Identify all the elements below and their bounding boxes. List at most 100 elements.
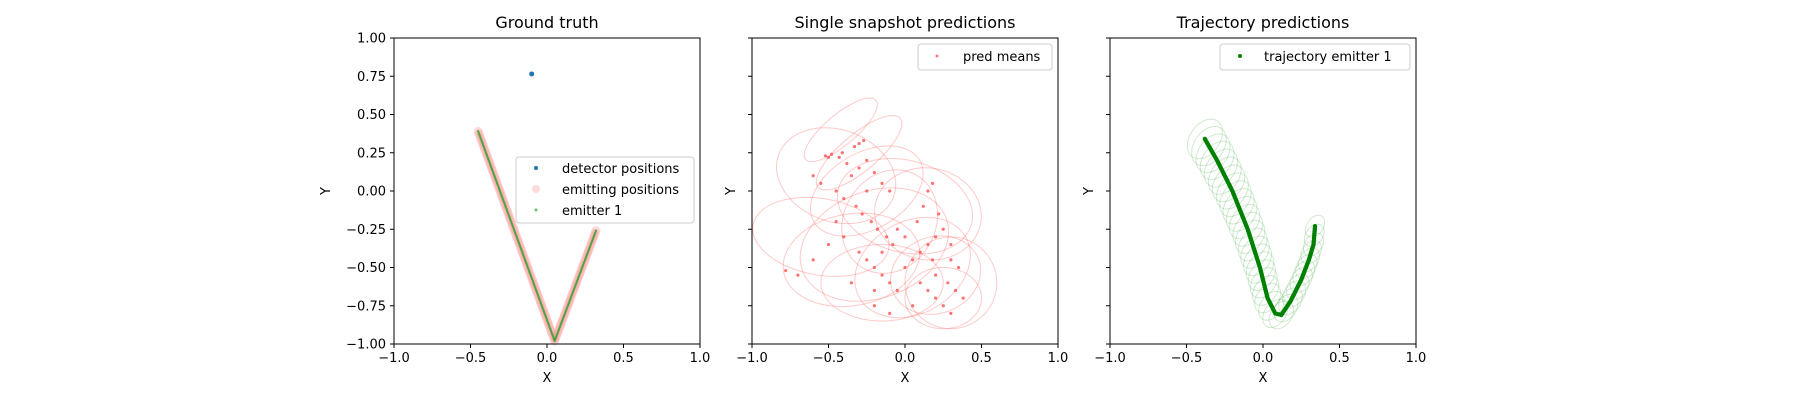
trajectory-panel: −1.0 −0.5 0.0 0.5 1.0 Trajectory predictions… <box>1082 13 1426 386</box>
axis-ticks: −1.0 −0.5 0.0 0.5 1.0 −1.00 −0.75 −0.50 −0.25 0.0… <box>346 32 710 367</box>
legend-label: emitting positions <box>562 183 679 198</box>
pred-mean-point <box>880 273 884 277</box>
uncertainty-ellipse <box>836 158 974 255</box>
single-snapshot-marks <box>752 97 998 330</box>
x-tick-label: 0.0 <box>895 351 916 366</box>
uncertainty-ellipse <box>820 244 944 322</box>
pred-mean-point <box>918 281 922 285</box>
pred-mean-point <box>872 288 877 293</box>
x-tick-label: 0.5 <box>971 351 992 366</box>
pred-mean-point <box>930 258 935 262</box>
pred-mean-point <box>949 311 953 315</box>
trajectory-ellipse <box>1229 203 1261 240</box>
pred-mean-point <box>865 189 869 193</box>
ground-truth-panel: −1.0 −0.5 0.0 0.5 1.0 −1.00 −0.75 −0.50 −0.25 0.0… <box>319 13 710 386</box>
pred-mean-point <box>857 250 861 254</box>
x-tick-label: 0.5 <box>613 351 634 366</box>
pred-mean-point <box>888 189 892 193</box>
pred-mean-point <box>849 281 854 285</box>
pred-mean-point <box>934 296 938 300</box>
uncertainty-ellipse <box>776 127 897 225</box>
pred-mean-point <box>842 235 846 239</box>
pred-mean-point <box>819 181 823 185</box>
trajectory-point <box>1312 223 1318 229</box>
pred-mean-point <box>903 235 907 239</box>
pred-mean-point <box>826 155 831 159</box>
x-axis-label: X <box>543 371 552 386</box>
pred-mean-point <box>885 235 889 239</box>
uncertainty-ellipse <box>815 115 903 191</box>
pred-mean-point <box>862 138 866 143</box>
trajectory-ellipse <box>1249 267 1278 299</box>
pred-mean-point <box>888 311 892 315</box>
pred-mean-point <box>834 189 838 193</box>
trajectory-ellipse <box>1295 253 1318 280</box>
trajectory-ellipse <box>1289 266 1313 293</box>
pred-mean-point <box>961 296 965 300</box>
chart-title: Trajectory predictions <box>1176 13 1350 32</box>
y-axis-label: Y <box>724 187 739 196</box>
pred-mean-point <box>845 161 849 166</box>
legend-box <box>1219 43 1411 71</box>
pred-mean-point <box>872 265 877 270</box>
pred-mean-point <box>918 250 922 254</box>
pred-mean-point <box>915 220 919 224</box>
uncertainty-ellipse <box>803 97 878 163</box>
x-tick-label: −1.0 <box>1094 351 1126 366</box>
emitter-point <box>594 229 598 232</box>
trajectory-marks <box>1186 118 1326 330</box>
legend: trajectory emitter 1 <box>1219 43 1411 71</box>
uncertainty-ellipse <box>809 145 924 237</box>
chart-title: Single snapshot predictions <box>795 13 1016 32</box>
trajectory-ellipse <box>1245 251 1275 284</box>
uncertainty-ellipse <box>799 187 950 302</box>
pred-mean-point <box>852 145 857 149</box>
trajectory-ellipse <box>1207 156 1242 195</box>
chart-title: Ground truth <box>495 13 598 32</box>
x-tick-label: 1.0 <box>1406 351 1427 366</box>
pred-mean-point <box>934 235 938 239</box>
detector-position-point <box>529 71 535 77</box>
trajectory-ellipse <box>1292 260 1316 287</box>
trajectory-ellipse <box>1199 140 1235 181</box>
pred-mean-point <box>921 204 925 208</box>
x-tick-label: 0.0 <box>537 351 558 366</box>
pred-mean-point <box>953 288 958 293</box>
trajectory-ellipse <box>1242 243 1273 277</box>
pred-mean-point <box>875 227 880 231</box>
pred-mean-point <box>949 242 953 247</box>
x-tick-label: −0.5 <box>455 351 487 366</box>
trajectory-ellipse <box>1262 298 1289 329</box>
pred-mean-point <box>784 268 788 273</box>
x-tick-label: −0.5 <box>813 351 845 366</box>
pred-mean-point <box>934 273 938 277</box>
pred-mean-point <box>849 174 854 178</box>
axis-ticks: −1.0 −0.5 0.0 0.5 1.0 <box>1094 37 1427 366</box>
y-axis-label: Y <box>319 187 334 196</box>
uncertainty-ellipse <box>874 167 982 261</box>
trajectory-ellipse <box>1234 219 1266 255</box>
pred-mean-point <box>956 265 961 270</box>
x-tick-label: 1.0 <box>1048 351 1069 366</box>
pred-mean-point <box>926 189 930 193</box>
uncertainty-ellipse <box>890 235 982 315</box>
trajectory-ellipse <box>1237 227 1268 262</box>
trajectory-ellipse <box>1186 118 1223 160</box>
pred-mean-point <box>811 174 815 178</box>
ground-truth-marks <box>473 71 601 346</box>
legend-label: emitter 1 <box>562 204 622 219</box>
y-tick-label: −0.75 <box>346 299 386 314</box>
pred-mean-point <box>842 197 846 201</box>
uncertainty-ellipse <box>854 216 971 319</box>
legend-box <box>917 43 1053 71</box>
x-axis-label: X <box>901 371 910 386</box>
pred-mean-point <box>837 155 841 159</box>
y-tick-label: −0.25 <box>346 223 386 238</box>
legend-marker-emitter <box>534 208 538 212</box>
pred-mean-point <box>826 242 831 247</box>
pred-mean-point <box>872 171 877 175</box>
pred-mean-point <box>869 220 873 224</box>
pred-mean-point <box>911 258 915 262</box>
y-tick-label: −1.00 <box>346 338 386 353</box>
legend-marker-emitting <box>532 185 540 193</box>
